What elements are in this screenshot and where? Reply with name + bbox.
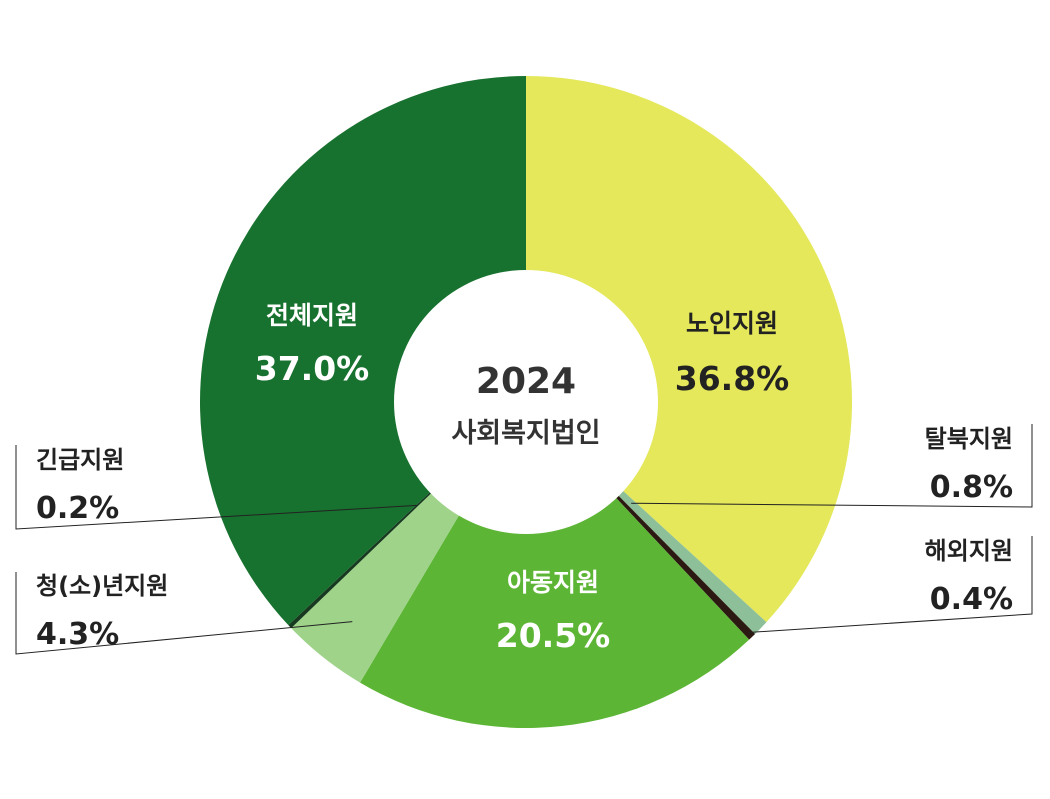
leader-해외지원	[747, 536, 1033, 633]
slice-label-value-노인지원: 36.8%	[675, 359, 790, 398]
callout-value-탈북지원: 0.8%	[930, 470, 1013, 505]
slice-label-name-노인지원: 노인지원	[686, 309, 778, 338]
slice-label-value-아동지원: 20.5%	[496, 616, 611, 655]
donut-slices	[200, 76, 852, 728]
callout-value-긴급지원: 0.2%	[36, 491, 119, 526]
slice-label-name-아동지원: 아동지원	[507, 568, 599, 597]
center-title: 사회복지법인	[451, 418, 600, 449]
leader-lines	[15, 424, 1033, 655]
leader-탈북지원	[631, 424, 1033, 508]
slice-노인지원	[526, 76, 852, 623]
slice-label-name-전체지원: 전체지원	[266, 301, 358, 330]
slice-아동지원	[360, 402, 750, 728]
leader-긴급지원	[15, 445, 418, 530]
slice-label-value-전체지원: 37.0%	[255, 349, 370, 388]
callout-value-청소년지원: 4.3%	[36, 617, 119, 652]
center-year: 2024	[476, 361, 576, 402]
callout-value-해외지원: 0.4%	[930, 582, 1013, 617]
leader-청소년지원	[15, 572, 353, 655]
donut-hole	[394, 270, 658, 534]
slice-전체지원	[200, 76, 527, 626]
callout-name-탈북지원: 탈북지원	[925, 425, 1013, 453]
callout-name-긴급지원: 긴급지원	[36, 446, 124, 474]
callout-name-해외지원: 해외지원	[925, 537, 1013, 565]
callout-name-청소년지원: 청(소)년지원	[36, 572, 168, 600]
